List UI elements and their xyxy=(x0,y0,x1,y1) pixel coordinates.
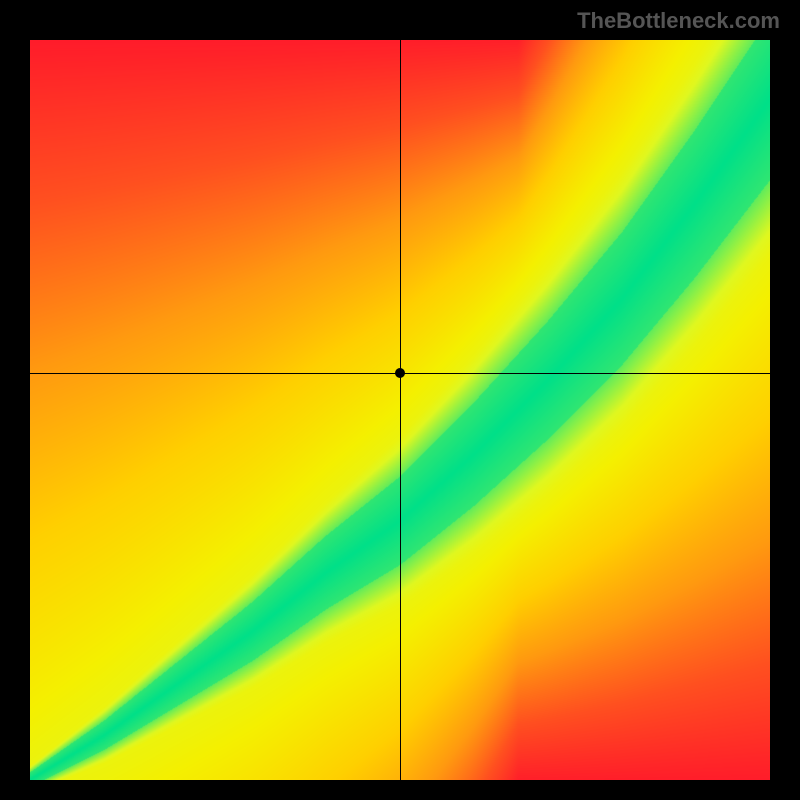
heatmap-plot-area xyxy=(30,40,770,780)
crosshair-vertical xyxy=(400,40,401,780)
watermark-text: TheBottleneck.com xyxy=(577,8,780,34)
crosshair-marker xyxy=(395,368,405,378)
